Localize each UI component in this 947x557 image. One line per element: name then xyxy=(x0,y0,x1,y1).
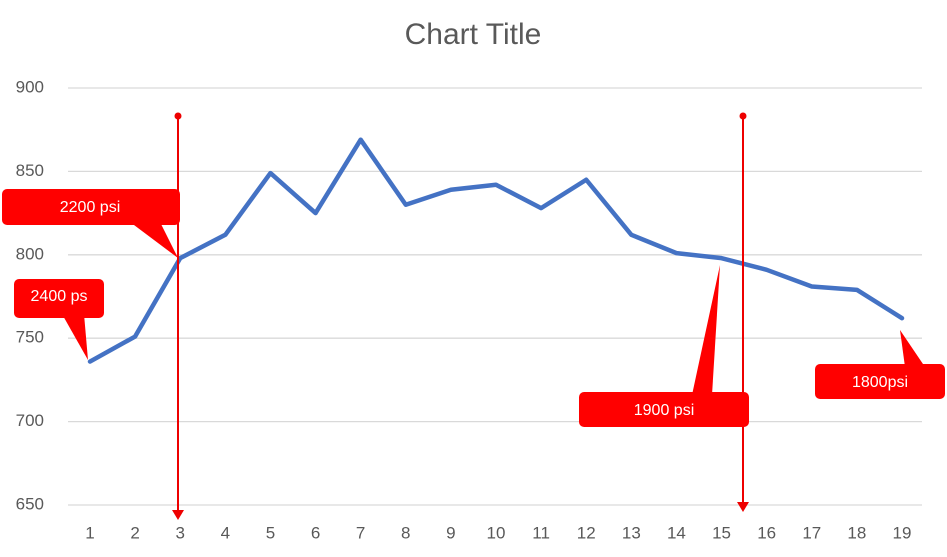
callout-pointer xyxy=(62,314,88,360)
x-tick-label: 19 xyxy=(893,523,912,542)
y-tick-label: 750 xyxy=(16,328,44,347)
x-tick-label: 9 xyxy=(446,523,455,542)
y-tick-label: 650 xyxy=(16,494,44,513)
callout-pointer xyxy=(900,330,925,367)
x-tick-label: 7 xyxy=(356,523,365,542)
annotation: 1800psi xyxy=(852,374,908,391)
x-tick-label: 8 xyxy=(401,523,410,542)
x-tick-label: 3 xyxy=(175,523,184,542)
x-tick-label: 12 xyxy=(577,523,596,542)
marker-dot xyxy=(174,112,182,120)
chart-title: Chart Title xyxy=(405,18,542,51)
callout xyxy=(815,364,945,399)
callouts: 2200 psi 2400 ps 1900 psi 1800psi xyxy=(2,189,945,427)
annotation: 2200 psi xyxy=(60,199,121,216)
y-tick-label: 800 xyxy=(16,244,44,263)
callout xyxy=(2,189,180,225)
marker-arrow xyxy=(737,502,749,512)
marker-dot xyxy=(739,112,747,120)
x-tick-label: 1 xyxy=(85,523,94,542)
x-tick-label: 10 xyxy=(487,523,506,542)
callout xyxy=(579,392,749,427)
x-tick-label: 11 xyxy=(532,523,550,542)
callout-pointer xyxy=(130,222,178,258)
x-tick-label: 16 xyxy=(757,523,776,542)
x-tick-label: 6 xyxy=(311,523,320,542)
x-tick-label: 14 xyxy=(667,523,686,542)
y-tick-label: 900 xyxy=(16,77,44,96)
markers xyxy=(172,112,749,520)
x-tick-label: 2 xyxy=(130,523,139,542)
annotation: 2400 ps xyxy=(31,288,88,305)
annotation: 1900 psi xyxy=(634,402,695,419)
y-tick-label: 700 xyxy=(16,411,44,430)
x-tick-label: 18 xyxy=(847,523,866,542)
x-tick-label: 15 xyxy=(712,523,731,542)
y-tick-label: 850 xyxy=(16,161,44,180)
marker-arrow xyxy=(172,510,184,520)
callout-pointer xyxy=(692,265,720,395)
line-series xyxy=(87,137,905,364)
callout xyxy=(14,279,104,318)
x-tick-label: 13 xyxy=(622,523,641,542)
x-tick-label: 17 xyxy=(802,523,821,542)
x-tick-label: 5 xyxy=(266,523,275,542)
x-tick-label: 4 xyxy=(221,523,230,542)
